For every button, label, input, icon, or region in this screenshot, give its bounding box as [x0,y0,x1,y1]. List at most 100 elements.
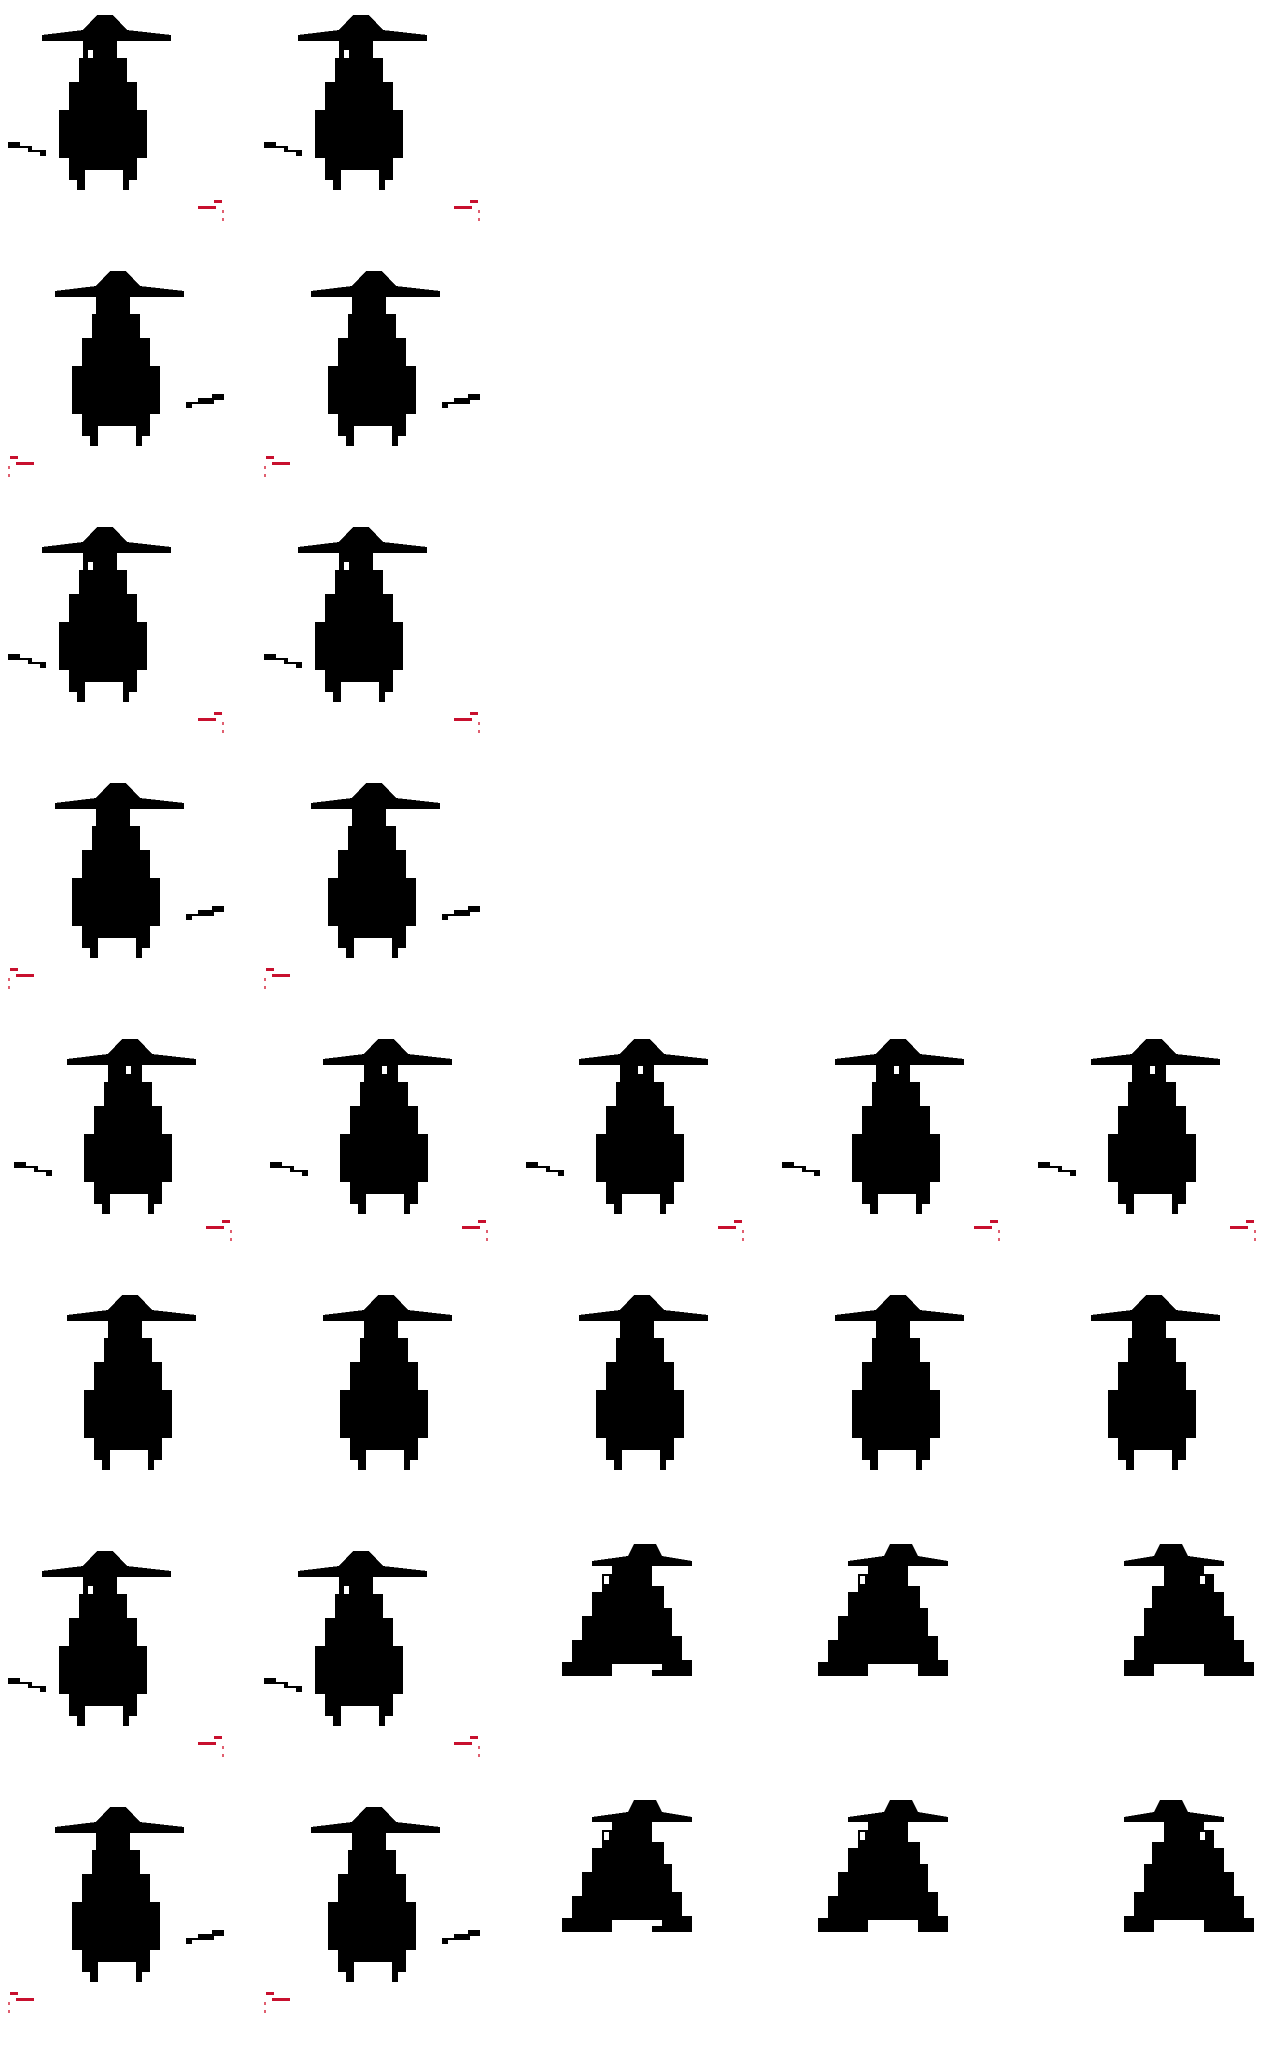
sprite-cell [768,1024,1024,1280]
arm-shape [888,1868,912,1876]
arm-shape [888,1612,912,1620]
red-dot [264,978,266,981]
hand-shape [652,1926,666,1932]
eye-icon [860,1576,865,1584]
cloak-body [1108,1321,1196,1470]
cloak-body [562,1566,692,1676]
red-dot [222,722,224,725]
cloak-body [818,1822,948,1932]
cloak-body [84,1321,172,1470]
red-dot [742,1238,744,1241]
sprite-frame-back-plain [323,1295,452,1470]
cloak-body [1124,1822,1254,1932]
sprite-cell [0,0,256,256]
hat-shape [42,1551,171,1577]
red-dot [264,466,266,469]
sprite-figure [818,1800,948,1932]
sprite-cell [512,1792,768,2048]
red-dot [478,1746,480,1749]
cloak-body [315,41,403,190]
hat-shape [1091,1295,1220,1321]
sprite-frame-front-sword [14,1039,232,1241]
sprite-frame-idle-sword-back-right [8,1551,224,1757]
sprite-figure [8,15,224,221]
sprite-figure [264,1807,480,2013]
sprite-frame-back-plain [67,1295,196,1470]
eye-icon [145,818,150,826]
eye-icon [145,306,150,314]
red-dot [264,474,266,477]
red-dot [8,2002,10,2005]
hat-shape [848,1544,948,1566]
red-dot [264,986,266,989]
cloak-body [340,1065,428,1214]
eye-icon [401,1842,406,1850]
red-dot [230,1238,232,1241]
hand-shape [1134,1660,1148,1666]
sword-shape [270,1162,308,1176]
sprite-figure [8,271,224,477]
red-dot [478,1754,480,1757]
sprite-frame-idle-sword-front-left [264,783,480,989]
cloak-body [315,553,403,702]
red-mark [266,968,274,971]
sprite-cell [0,1280,256,1536]
cloak-body [328,297,416,446]
sprite-frame-side-walk-left [1124,1544,1254,1676]
cloak-body [72,1833,160,1982]
sprite-frame-idle-sword-front-left [8,1807,224,2013]
hat-shape [311,271,440,297]
sprite-figure [782,1039,1000,1241]
red-dot [264,2002,266,2005]
sprite-figure [562,1800,692,1932]
red-mark [214,712,222,715]
cloak-body [852,1321,940,1470]
red-dot [8,986,10,989]
sprite-figure [264,15,480,221]
cloak-body [59,41,147,190]
red-mark [272,462,290,465]
sprite-frame-idle-sword-back-right [8,15,224,221]
sprite-frame-side-walk-right-arm [818,1800,948,1932]
sprite-cell [512,1024,768,1280]
cloak-body [340,1321,428,1470]
sprite-frame-idle-sword-front-left [8,271,224,477]
sprite-cell [0,1792,256,2048]
red-mark [214,1736,222,1739]
sprite-figure [264,783,480,989]
sprite-cell [512,1280,768,1536]
red-mark [454,718,472,721]
hat-shape [323,1039,452,1065]
sprite-cell [1024,1024,1280,1280]
sword-shape [782,1162,820,1176]
sprite-figure [264,527,480,733]
sprite-cell [256,768,512,1024]
sword-shape [442,394,480,408]
red-mark [272,1998,290,2001]
sprite-cell [256,512,512,768]
cloak-body [596,1321,684,1470]
eye-icon [860,1832,865,1840]
sprite-cell [0,512,256,768]
red-mark [718,1226,736,1229]
sprite-cell [256,0,512,256]
cloak-body [1108,1065,1196,1214]
red-dot [486,1230,488,1233]
red-dot [998,1230,1000,1233]
red-mark [266,1992,274,1995]
sprite-figure [8,527,224,733]
eye-icon [382,1066,387,1074]
red-dot [8,2010,10,2013]
hat-shape [298,15,427,41]
cloak-body [328,809,416,958]
eye-icon [1200,1576,1205,1584]
sprite-figure [562,1544,692,1676]
sword-shape [526,1162,564,1176]
red-mark [222,1220,230,1223]
sprite-cell [1024,1280,1280,1536]
red-mark [214,200,222,203]
sprite-frame-idle-sword-back-right [8,527,224,733]
eye-icon [604,1832,609,1840]
sprite-frame-front-sword [270,1039,488,1241]
red-mark [10,968,18,971]
